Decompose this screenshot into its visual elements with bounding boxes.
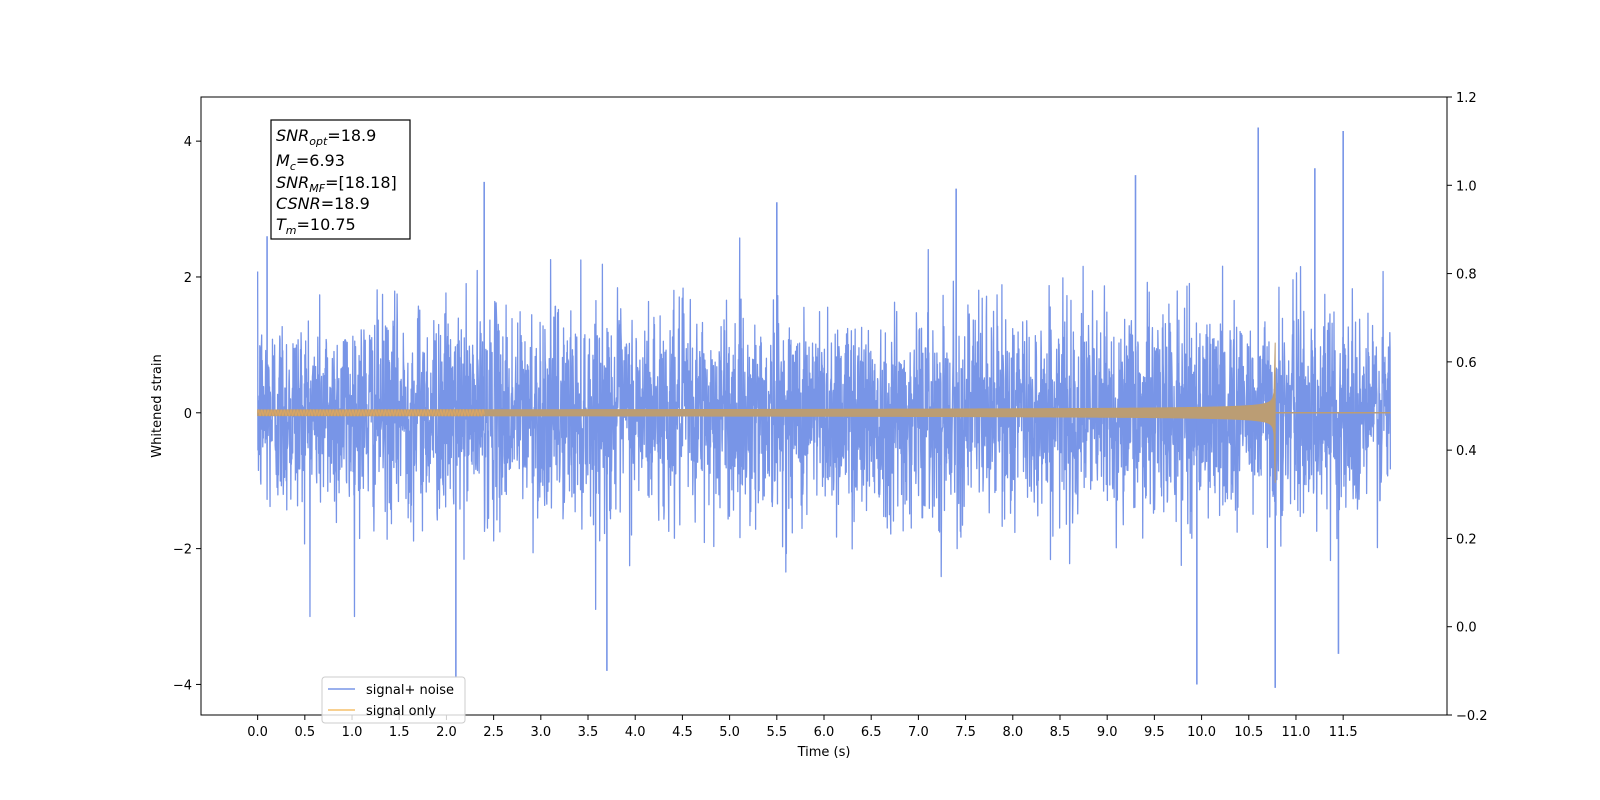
x-tick-label: 0.5 (294, 725, 315, 740)
x-axis: 0.0 0.5 1.0 1.5 2.0 2.5 3.0 3.5 4.0 4.5 5.0 5.5 6.0 6… (247, 715, 1358, 740)
series-signal-only-band (257, 342, 1276, 483)
x-tick-label: 2.0 (436, 725, 457, 740)
info-line: SNRopt=18.9 (276, 126, 376, 148)
x-tick-label: 9.5 (1144, 725, 1165, 740)
y2-tick-label: 1.2 (1456, 91, 1477, 106)
series-signal-only-line (257, 408, 485, 417)
x-tick-label: 1.0 (342, 725, 363, 740)
x-tick-label: 4.0 (625, 725, 646, 740)
y-axis-right: −0.2 0.0 0.2 0.4 0.6 0.8 1.0 1.2 (1447, 91, 1488, 724)
y-axis-label: Whitened strain (150, 354, 165, 457)
y2-tick-label: 0.4 (1456, 444, 1477, 459)
info-line: Mc=6.93 (276, 151, 345, 173)
x-tick-label: 0.0 (247, 725, 268, 740)
x-tick-label: 8.0 (1002, 725, 1023, 740)
series-signal-noise-line (256, 237, 1392, 618)
y-tick-label: 0 (184, 407, 192, 422)
x-axis-label: Time (s) (797, 745, 851, 760)
x-tick-label: 6.5 (861, 725, 882, 740)
x-tick-label: 10.5 (1234, 725, 1263, 740)
info-line: SNRMF=[18.18] (276, 173, 397, 195)
y2-tick-label: 1.0 (1456, 179, 1477, 194)
x-tick-label: 2.5 (483, 725, 504, 740)
y2-tick-label: 0.0 (1456, 621, 1477, 636)
y2-tick-label: 0.8 (1456, 268, 1477, 283)
legend-label-signal-noise: signal+ noise (366, 683, 454, 698)
x-tick-label: 7.5 (955, 725, 976, 740)
y-tick-label: −2 (173, 543, 192, 558)
x-tick-label: 3.0 (530, 725, 551, 740)
info-line: CSNR=18.9 (276, 194, 370, 213)
x-tick-label: 8.5 (1050, 725, 1071, 740)
x-tick-label: 11.5 (1329, 725, 1358, 740)
y-tick-label: 4 (184, 135, 192, 150)
x-tick-label: 9.0 (1097, 725, 1118, 740)
x-tick-label: 11.0 (1281, 725, 1310, 740)
y-axis-left: −4 −2 0 2 4 (173, 135, 201, 693)
legend-frame (321, 676, 466, 724)
x-tick-label: 10.0 (1187, 725, 1216, 740)
x-tick-label: 1.5 (389, 725, 410, 740)
y2-tick-label: −0.2 (1456, 709, 1488, 724)
info-line: Tm=10.75 (276, 215, 356, 237)
x-tick-label: 5.0 (719, 725, 740, 740)
x-tick-label: 7.0 (908, 725, 929, 740)
y-tick-label: 2 (184, 271, 192, 286)
x-tick-label: 3.5 (578, 725, 599, 740)
x-tick-label: 5.5 (766, 725, 787, 740)
y2-tick-label: 0.6 (1456, 356, 1477, 371)
info-box-frame (270, 119, 411, 240)
legend-label-signal-only: signal only (366, 704, 436, 719)
x-tick-label: 6.0 (814, 725, 835, 740)
x-tick-label: 4.5 (672, 725, 693, 740)
info-box: SNRopt=18.9 Mc=6.93SNRMF=[18.18]CSNR=18.9… (270, 119, 411, 240)
series-layer (256, 127, 1392, 688)
y-tick-label: −4 (173, 678, 192, 693)
legend: signal+ noise signal only (321, 676, 466, 724)
y2-tick-label: 0.2 (1456, 532, 1477, 547)
